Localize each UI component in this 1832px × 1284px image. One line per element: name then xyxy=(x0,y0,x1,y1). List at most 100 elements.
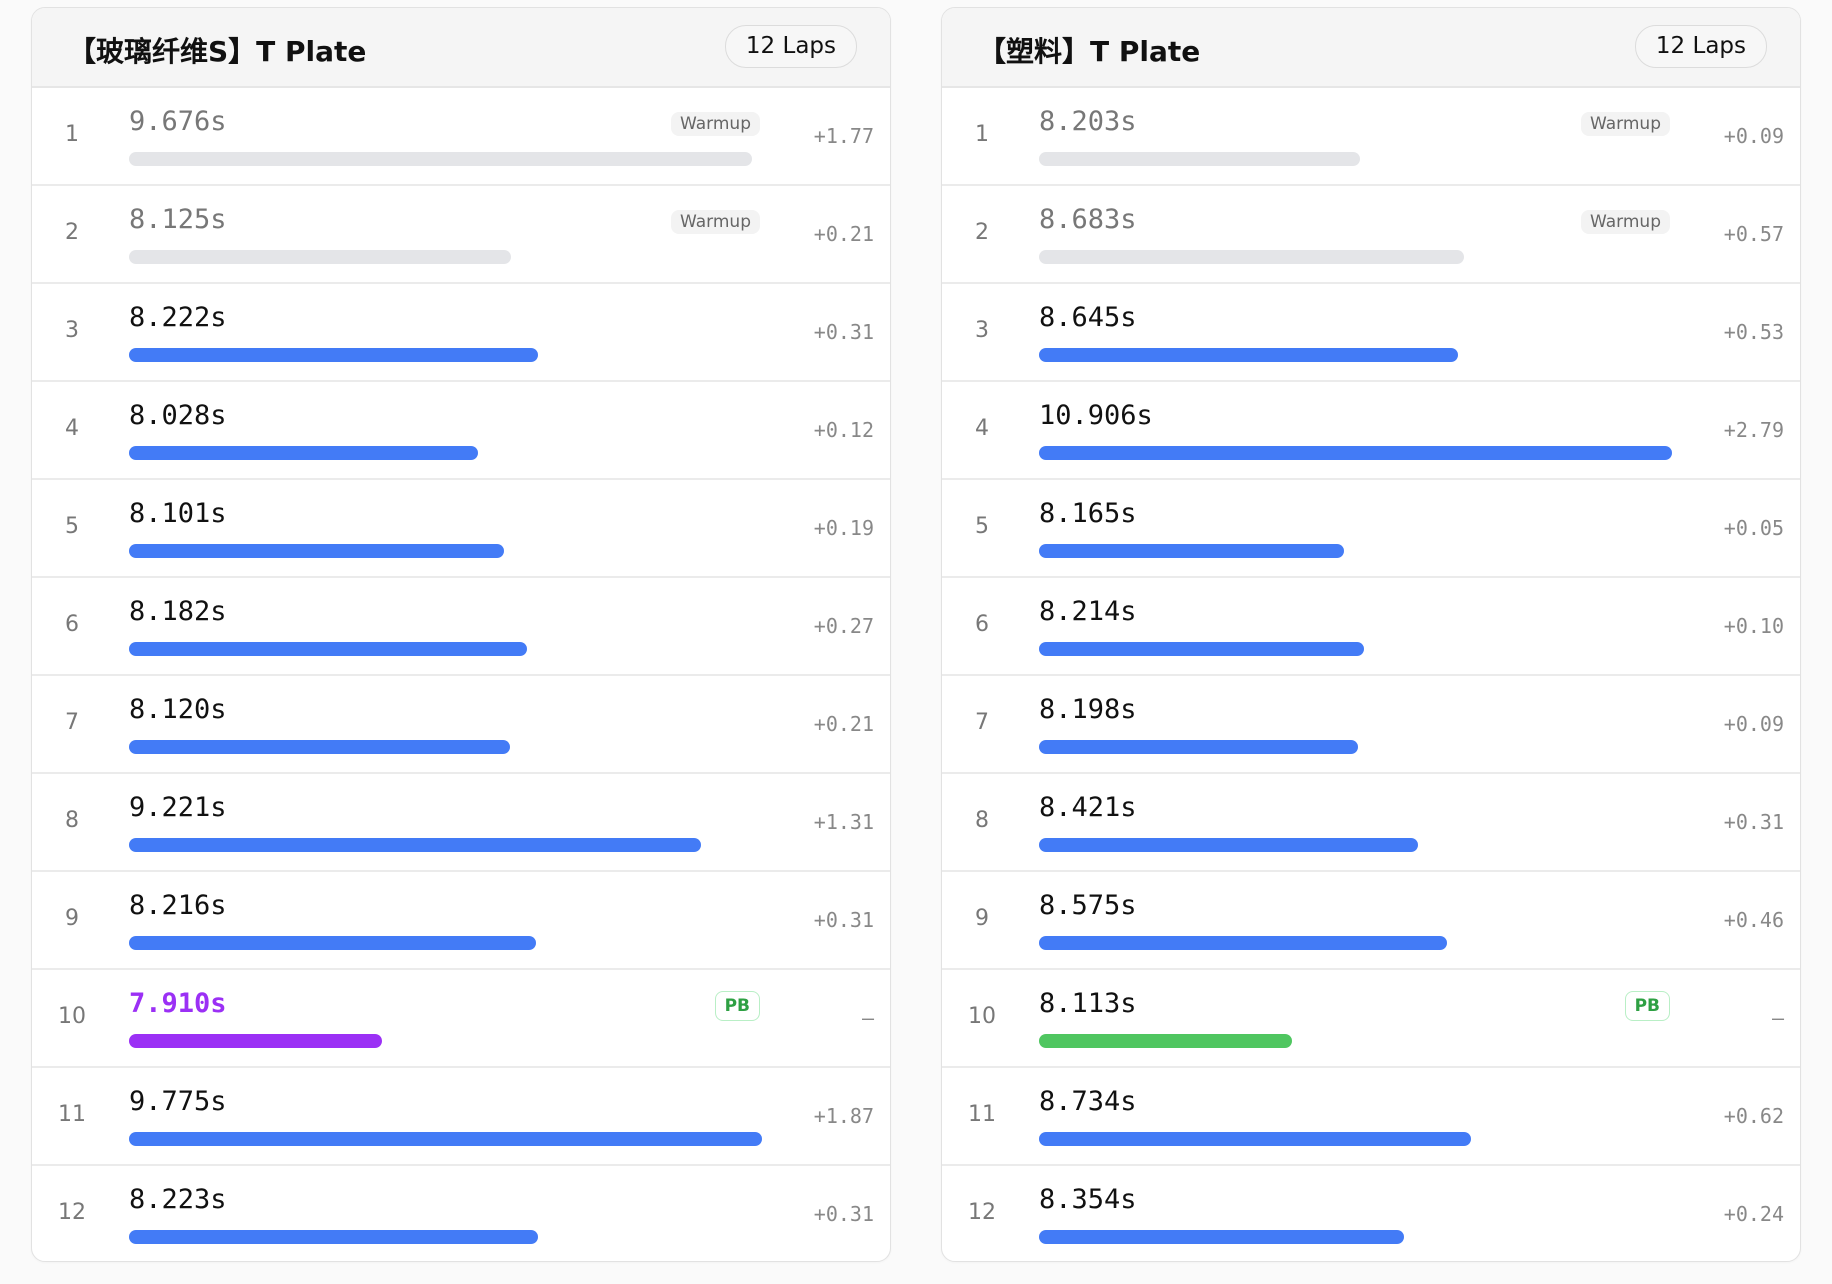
lap-number: 9 xyxy=(65,906,79,931)
lap-number: 2 xyxy=(975,220,989,245)
lap-bar-track xyxy=(1039,1230,1672,1244)
lap-bar xyxy=(129,1034,383,1048)
lap-bar-track xyxy=(1039,838,1672,852)
lap-number: 10 xyxy=(58,1004,86,1029)
lap-row: 5 8.101s +0.19 xyxy=(32,480,890,578)
lap-time: 10.906s xyxy=(1039,400,1153,431)
lap-row: 7 8.120s +0.21 xyxy=(32,676,890,774)
lap-row: 12 8.354s +0.24 xyxy=(942,1166,1800,1261)
lap-bar-track xyxy=(129,348,762,362)
lap-delta: +0.09 xyxy=(1723,124,1784,148)
lap-time: 8.645s xyxy=(1039,302,1137,333)
panel-header: 【玻璃纤维S】T Plate 12 Laps xyxy=(32,8,890,88)
lap-bar xyxy=(129,348,538,362)
lap-bar xyxy=(1039,544,1345,558)
lap-bar-track xyxy=(1039,1132,1672,1146)
lap-delta: +1.31 xyxy=(813,810,874,834)
lap-bar xyxy=(1039,152,1361,166)
laps-count-badge: 12 Laps xyxy=(1634,25,1767,68)
lap-list: 1 8.203s +0.09 Warmup 2 8.683s +0.57 Warmup… xyxy=(942,88,1800,1261)
lap-number: 1 xyxy=(65,122,79,147)
lap-bar xyxy=(1039,1230,1404,1244)
lap-delta: +0.31 xyxy=(813,908,874,932)
lap-time: 8.683s xyxy=(1039,204,1137,235)
lap-delta: +0.21 xyxy=(813,222,874,246)
lap-bar-track xyxy=(1039,740,1672,754)
lap-time: 8.120s xyxy=(129,694,227,725)
lap-number: 6 xyxy=(65,612,79,637)
lap-delta: +0.31 xyxy=(1723,810,1784,834)
lap-bar xyxy=(129,152,752,166)
lap-row: 7 8.198s +0.09 xyxy=(942,676,1800,774)
lap-bar xyxy=(129,446,478,460)
lap-bar xyxy=(129,1230,538,1244)
lap-bar-track xyxy=(129,1230,762,1244)
lap-bar xyxy=(129,740,510,754)
lap-time: 8.354s xyxy=(1039,1184,1137,1215)
lap-number: 9 xyxy=(975,906,989,931)
lap-number: 8 xyxy=(975,808,989,833)
lap-delta: +0.46 xyxy=(1723,908,1784,932)
lap-delta: +0.09 xyxy=(1723,712,1784,736)
lap-delta: +0.12 xyxy=(813,418,874,442)
lap-row: 9 8.575s +0.46 xyxy=(942,872,1800,970)
warmup-badge: Warmup xyxy=(1581,210,1670,234)
lap-bar-track xyxy=(1039,642,1672,656)
lap-delta: +0.10 xyxy=(1723,614,1784,638)
lap-row: 11 8.734s +0.62 xyxy=(942,1068,1800,1166)
lap-bar-track xyxy=(129,152,762,166)
lap-bar-track xyxy=(129,1034,762,1048)
lap-list: 1 9.676s +1.77 Warmup 2 8.125s +0.21 Warmup… xyxy=(32,88,890,1261)
lap-row: 6 8.214s +0.10 xyxy=(942,578,1800,676)
lap-bar xyxy=(129,936,537,950)
lap-delta: +1.77 xyxy=(813,124,874,148)
lap-time: 8.214s xyxy=(1039,596,1137,627)
lap-bar xyxy=(1039,740,1359,754)
lap-bar xyxy=(1039,838,1419,852)
lap-bar-track xyxy=(129,740,762,754)
panel-header: 【塑料】T Plate 12 Laps xyxy=(942,8,1800,88)
lap-time: 8.028s xyxy=(129,400,227,431)
lap-delta: – xyxy=(861,1006,874,1030)
lap-bar-track xyxy=(129,544,762,558)
lap-bar-track xyxy=(1039,936,1672,950)
lap-bar xyxy=(1039,348,1458,362)
lap-number: 12 xyxy=(58,1200,86,1225)
lap-time: 9.221s xyxy=(129,792,227,823)
lap-bar xyxy=(129,250,512,264)
lap-row: 8 8.421s +0.31 xyxy=(942,774,1800,872)
lap-time: 8.421s xyxy=(1039,792,1137,823)
lap-bar-track xyxy=(129,250,762,264)
lap-delta: +0.53 xyxy=(1723,320,1784,344)
lap-row: 3 8.645s +0.53 xyxy=(942,284,1800,382)
lap-delta: – xyxy=(1771,1006,1784,1030)
lap-bar-track xyxy=(129,1132,762,1146)
lap-row: 2 8.125s +0.21 Warmup xyxy=(32,186,890,284)
lap-bar xyxy=(1039,446,1672,460)
lap-number: 8 xyxy=(65,808,79,833)
lap-delta: +0.31 xyxy=(813,1202,874,1226)
lap-number: 7 xyxy=(65,710,79,735)
lap-bar xyxy=(129,642,528,656)
pb-badge: PB xyxy=(714,991,760,1021)
lap-row: 5 8.165s +0.05 xyxy=(942,480,1800,578)
lap-row: 10 8.113s – PB xyxy=(942,970,1800,1068)
lap-row: 8 9.221s +1.31 xyxy=(32,774,890,872)
lap-row: 2 8.683s +0.57 Warmup xyxy=(942,186,1800,284)
lap-time: 8.101s xyxy=(129,498,227,529)
lap-row: 1 8.203s +0.09 Warmup xyxy=(942,88,1800,186)
lap-delta: +0.31 xyxy=(813,320,874,344)
lap-time: 8.203s xyxy=(1039,106,1137,137)
warmup-badge: Warmup xyxy=(671,210,760,234)
lap-bar-track xyxy=(1039,446,1672,460)
lap-bar xyxy=(129,1132,762,1146)
warmup-badge: Warmup xyxy=(1581,112,1670,136)
lap-bar-track xyxy=(1039,1034,1672,1048)
lap-bar xyxy=(1039,250,1464,264)
lap-number: 3 xyxy=(975,318,989,343)
lap-bar xyxy=(1039,642,1365,656)
lap-bar-track xyxy=(129,936,762,950)
lap-number: 5 xyxy=(65,514,79,539)
lap-bar-track xyxy=(1039,152,1672,166)
panel-title: 【玻璃纤维S】T Plate xyxy=(68,35,367,68)
